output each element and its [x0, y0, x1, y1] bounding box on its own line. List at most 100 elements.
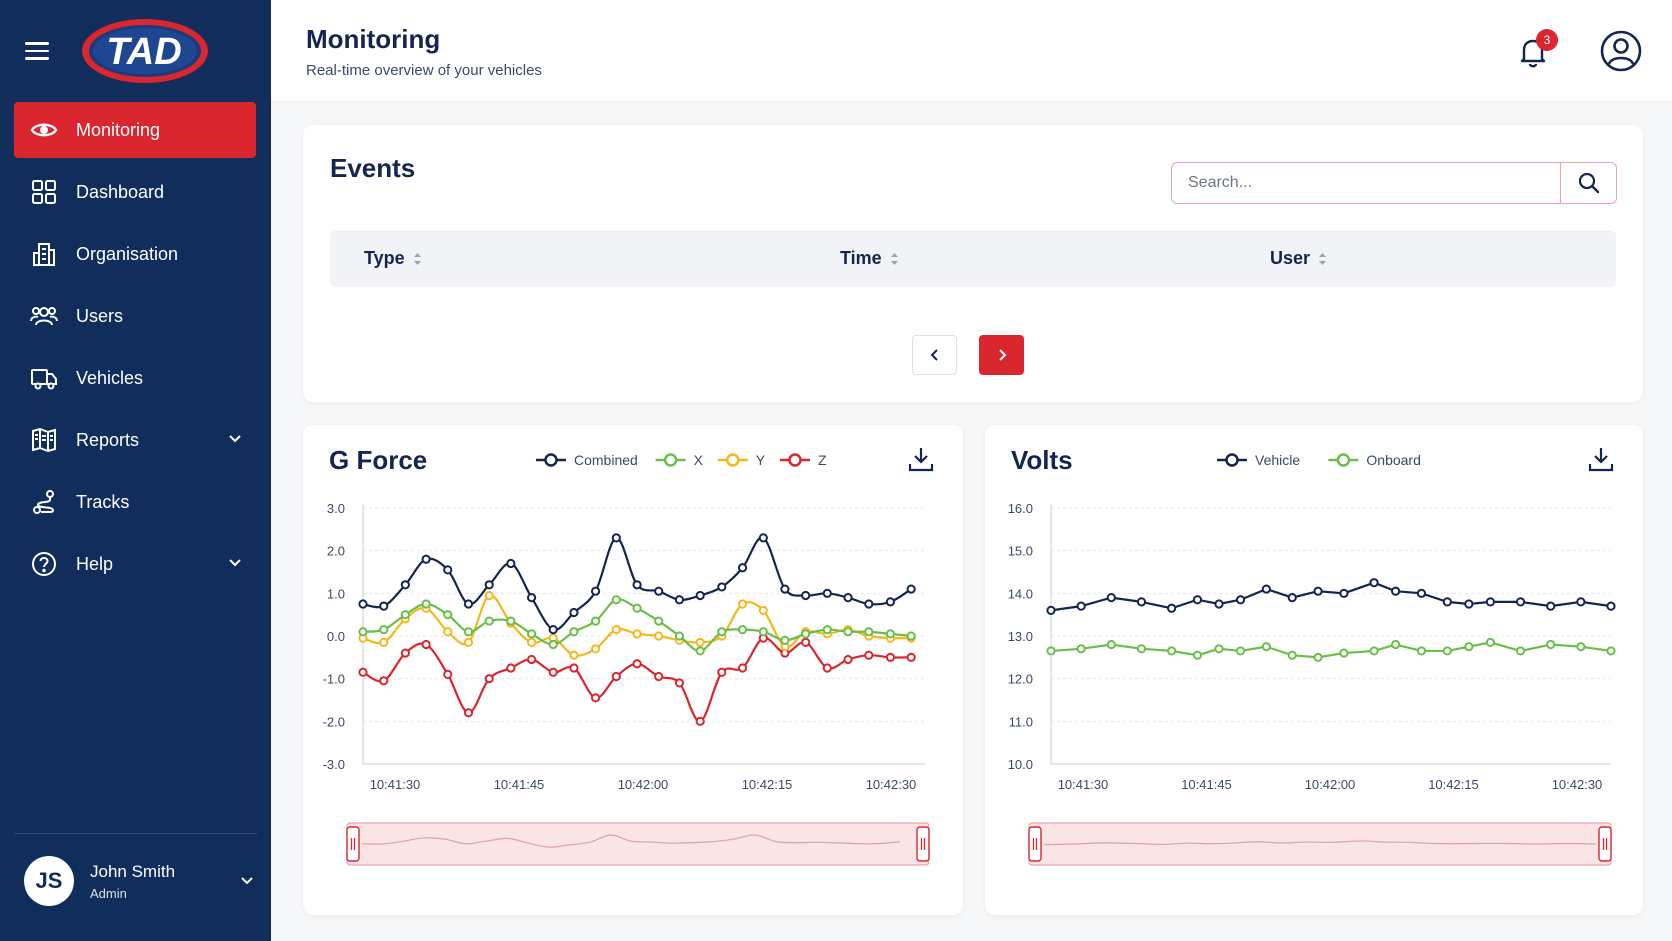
download-icon[interactable]: [907, 445, 935, 473]
data-point: [717, 667, 727, 677]
series-line: [1050, 581, 1612, 612]
data-point: [695, 716, 705, 726]
data-point: [506, 558, 516, 569]
data-point: [737, 599, 748, 609]
data-point: [843, 593, 853, 603]
data-point: [822, 625, 832, 635]
sidebar-item-tracks[interactable]: Tracks: [14, 474, 256, 530]
data-point: [1313, 652, 1323, 662]
y-tick-label: -2.0: [323, 714, 345, 729]
data-point: [654, 671, 664, 682]
data-point: [674, 595, 685, 605]
data-point: [1546, 601, 1556, 611]
legend-item[interactable]: Onboard: [1328, 452, 1421, 468]
sidebar-item-monitoring[interactable]: Monitoring: [14, 102, 256, 158]
slider-handle[interactable]: [1028, 826, 1042, 862]
column-header-time[interactable]: Time: [840, 248, 899, 269]
route-icon: [30, 488, 58, 516]
data-point: [421, 599, 431, 609]
data-point: [463, 637, 474, 647]
data-point: [758, 533, 768, 543]
data-point: [506, 663, 516, 673]
data-point: [1235, 595, 1246, 605]
profile-icon[interactable]: [1597, 27, 1645, 75]
sidebar-item-organisation[interactable]: Organisation: [14, 226, 256, 282]
x-tick-label: 10:41:30: [370, 777, 421, 792]
y-tick-label: 11.0: [1009, 714, 1033, 729]
next-page-button[interactable]: [979, 335, 1024, 375]
search-input[interactable]: [1172, 174, 1560, 192]
chevron-down-icon[interactable]: [228, 432, 242, 446]
gforce-card: G Force Combined X Y Z 3.0 2.0 1.0 0.0 -1.0 -2.0 -…: [303, 425, 963, 915]
range-slider[interactable]: [1028, 822, 1612, 866]
data-point: [1136, 597, 1147, 607]
search-button[interactable]: [1560, 163, 1616, 203]
sidebar-item-label: Reports: [76, 429, 140, 450]
sidebar-item-users[interactable]: Users: [14, 288, 256, 344]
data-point: [737, 563, 748, 573]
legend-item[interactable]: Combined: [536, 452, 638, 468]
data-point: [358, 627, 368, 637]
sidebar: TAD Monitoring Dashboard Organisation Us…: [0, 0, 271, 941]
data-point: [1576, 642, 1586, 652]
data-point: [843, 654, 853, 665]
data-point: [569, 650, 579, 660]
data-point: [801, 590, 811, 601]
data-point: [1287, 593, 1297, 603]
data-point: [484, 580, 494, 590]
data-point: [400, 610, 410, 620]
prev-page-button[interactable]: [912, 335, 957, 375]
legend-item[interactable]: Vehicle: [1217, 452, 1300, 468]
data-point: [654, 631, 664, 641]
chevron-down-icon[interactable]: [228, 556, 242, 570]
user-menu[interactable]: JS John Smith Admin: [24, 853, 254, 909]
column-header-user[interactable]: User: [1270, 248, 1327, 269]
legend-label: Y: [756, 452, 766, 468]
y-tick-label: 1.0: [327, 586, 345, 601]
data-point: [1192, 595, 1203, 605]
data-point: [400, 648, 410, 658]
sidebar-item-dashboard[interactable]: Dashboard: [14, 164, 256, 220]
series-line: [362, 636, 912, 723]
data-point: [1136, 644, 1147, 654]
data-point: [1106, 639, 1116, 650]
search-box: [1171, 162, 1617, 204]
sidebar-item-label: Vehicles: [76, 367, 144, 388]
data-point: [737, 625, 748, 635]
legend-item[interactable]: Z: [780, 452, 827, 468]
data-point: [1442, 597, 1452, 607]
map-icon: [30, 426, 58, 454]
legend-item[interactable]: X: [655, 452, 704, 468]
data-point: [1339, 648, 1349, 658]
download-icon[interactable]: [1587, 445, 1615, 473]
column-header-type[interactable]: Type: [364, 248, 422, 269]
data-point: [590, 693, 601, 703]
slider-handle[interactable]: [346, 826, 360, 862]
data-point: [506, 616, 516, 626]
slider-handle[interactable]: [916, 826, 930, 862]
sidebar-item-vehicles[interactable]: Vehicles: [14, 350, 256, 406]
sidebar-item-help[interactable]: Help: [14, 536, 256, 592]
data-point: [780, 635, 790, 645]
chevron-down-icon[interactable]: [240, 874, 254, 888]
users-icon: [30, 302, 58, 330]
legend-item[interactable]: Y: [717, 452, 766, 468]
data-point: [906, 584, 916, 594]
y-tick-label: 13.0: [1008, 629, 1033, 644]
data-point: [527, 629, 537, 639]
data-point: [590, 616, 601, 626]
data-point: [1076, 601, 1086, 611]
gforce-chart-title: G Force: [329, 445, 428, 475]
tad-logo[interactable]: TAD: [80, 17, 210, 85]
sidebar-item-reports[interactable]: Reports: [14, 412, 256, 468]
data-point: [1416, 588, 1427, 598]
slider-handle[interactable]: [1598, 826, 1612, 862]
eye-icon: [30, 116, 58, 144]
range-slider[interactable]: [346, 822, 930, 866]
data-point: [548, 625, 558, 635]
legend-label: Z: [818, 452, 827, 468]
data-point: [695, 637, 705, 647]
menu-icon[interactable]: [25, 42, 49, 60]
data-point: [1167, 603, 1177, 613]
data-point: [527, 593, 537, 603]
